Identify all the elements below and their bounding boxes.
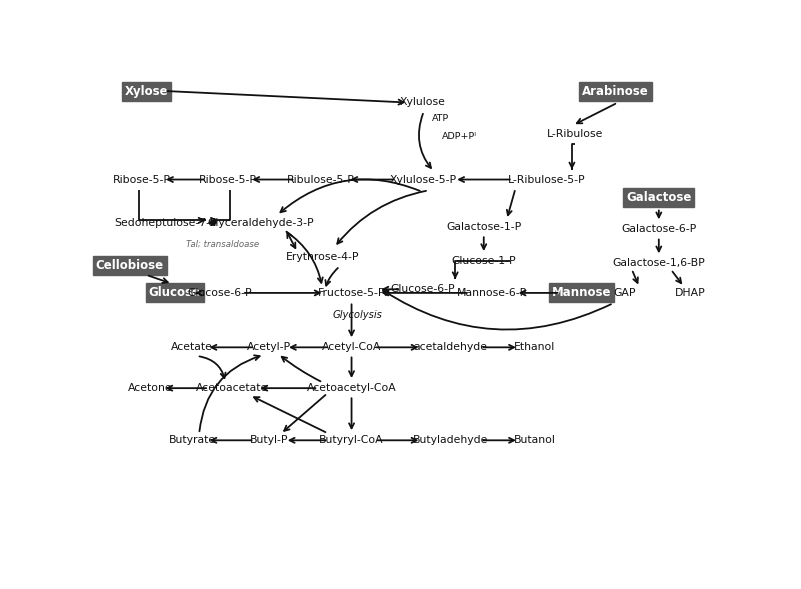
Text: Galactose-6-P: Galactose-6-P [622,224,696,234]
Text: DHAP: DHAP [674,288,705,298]
Text: Glycolysis: Glycolysis [332,310,383,320]
Text: Ribulose-5-P: Ribulose-5-P [287,174,354,184]
Text: Xylulose-5-P: Xylulose-5-P [389,174,457,184]
Text: Ethanol: Ethanol [514,342,555,352]
Text: Xylose: Xylose [125,85,168,98]
Text: Butyryl-CoA: Butyryl-CoA [320,435,384,445]
Text: Galactose: Galactose [626,191,691,204]
Text: Erythrose-4-P: Erythrose-4-P [286,252,359,262]
Text: Glucose: Glucose [149,286,200,299]
Text: Ribose-5-P: Ribose-5-P [199,174,256,184]
Text: Fructose-5-P: Fructose-5-P [318,288,385,298]
Text: Xylulose: Xylulose [400,97,446,107]
Text: Glucose-1-P: Glucose-1-P [452,256,516,266]
Text: Butyrate: Butyrate [168,435,215,445]
Text: Acetyl-P: Acetyl-P [247,342,291,352]
Text: Glyceraldehyde-3-P: Glyceraldehyde-3-P [207,217,314,227]
Text: Mannose: Mannose [551,286,611,299]
Text: Cellobiose: Cellobiose [96,259,164,272]
Text: Glucose-6-P: Glucose-6-P [391,284,455,294]
Text: Acetyl-CoA: Acetyl-CoA [322,342,381,352]
Text: Tal; transaldoase: Tal; transaldoase [186,239,259,249]
Text: Acetoacetyl-CoA: Acetoacetyl-CoA [307,383,396,393]
Text: Arabinose: Arabinose [582,85,649,98]
Text: Glucose-6-P: Glucose-6-P [187,288,252,298]
Text: GAP: GAP [614,288,636,298]
Text: Galactose-1-P: Galactose-1-P [446,222,521,232]
Text: Acetoacetate: Acetoacetate [196,383,268,393]
Text: Butyladehyde: Butyladehyde [413,435,489,445]
Text: L-Ribulose-5-P: L-Ribulose-5-P [509,174,586,184]
Text: Acetone: Acetone [127,383,172,393]
Text: Mannose-6-P: Mannose-6-P [457,288,528,298]
Text: Acetate: Acetate [171,342,213,352]
Text: Galactose-1,6-BP: Galactose-1,6-BP [613,259,705,269]
Text: Butyl-P: Butyl-P [250,435,288,445]
Text: acetaldehyde: acetaldehyde [414,342,488,352]
Text: ATP: ATP [432,114,449,123]
Text: Sedoheptulose-7-P: Sedoheptulose-7-P [114,217,216,227]
Text: Ribose-5-P: Ribose-5-P [113,174,171,184]
Text: ADP+Pᴵ: ADP+Pᴵ [441,132,477,141]
Text: Butanol: Butanol [513,435,556,445]
Text: L-Ribulose: L-Ribulose [547,129,603,139]
